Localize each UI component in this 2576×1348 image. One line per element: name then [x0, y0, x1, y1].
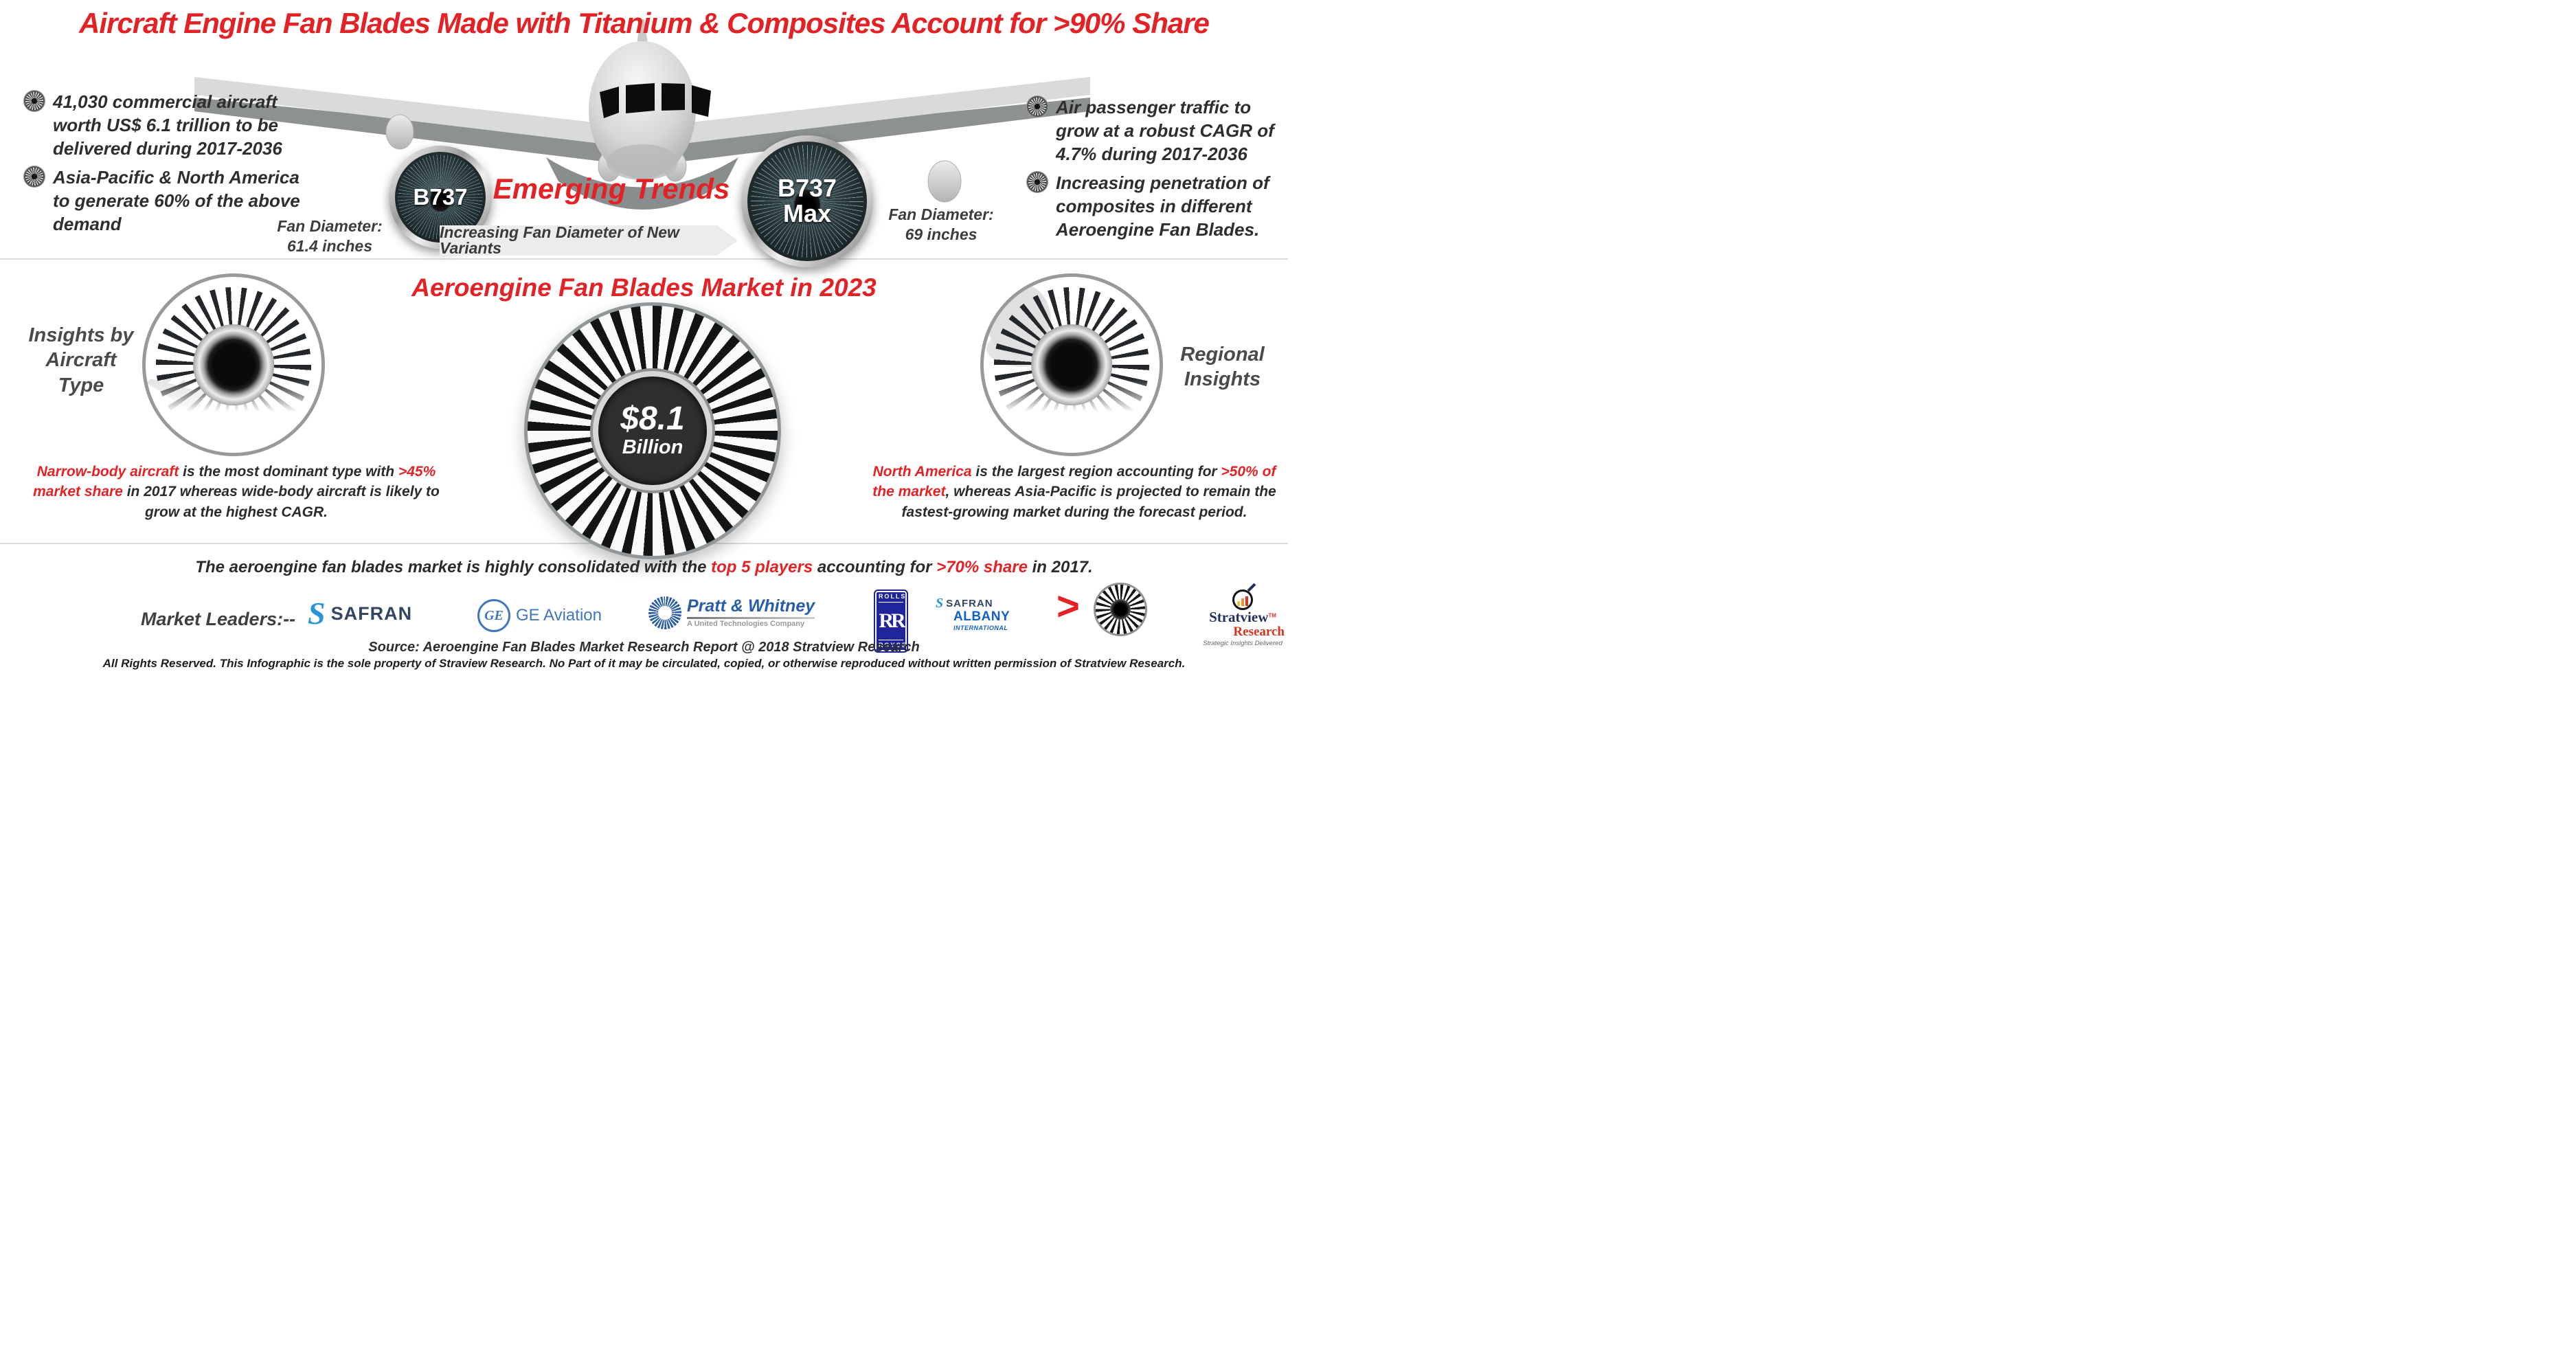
research-wordmark: Research — [1233, 625, 1285, 639]
logo-rolls-royce: ROLLS RR ROYCE — [874, 589, 908, 653]
trademark-symbol: TM — [1268, 612, 1276, 619]
aircraft-type-circle: ✈ — [142, 273, 325, 456]
fan-bullet-icon — [24, 166, 45, 187]
safran-s-icon: S — [936, 596, 944, 611]
engine-badge-b737-max: B737 Max — [741, 135, 873, 267]
fan-bullet-icon — [1027, 96, 1048, 117]
market-value: $8.1 — [620, 400, 685, 437]
fan-diameter-b737-max: Fan Diameter: 69 inches — [888, 205, 994, 244]
engine-name: B737 — [413, 184, 468, 210]
stratview-logo: StratviewTM Research Strategic Insights … — [1201, 589, 1285, 648]
market-value-unit: Billion — [622, 436, 683, 458]
fan-photo-icon — [1094, 583, 1147, 636]
logo-pratt-whitney: Pratt & Whitney A United Technologies Co… — [648, 596, 815, 629]
ge-aviation-wordmark: GE Aviation — [516, 606, 602, 625]
regional-circle — [980, 273, 1163, 456]
source-line: Source: Aeroengine Fan Blades Market Res… — [368, 640, 920, 655]
pratt-whitney-subtext: A United Technologies Company — [687, 620, 805, 628]
fan-hub — [1031, 324, 1112, 405]
regional-heading: Regional Insights — [1180, 344, 1265, 391]
greater-than-mark: > — [1057, 584, 1080, 629]
bullet-text: Asia-Pacific & North America to generate… — [53, 167, 300, 234]
consolidation-statement: The aeroengine fan blades market is high… — [195, 558, 1093, 576]
royce-label: ROYCE — [878, 640, 906, 649]
section-divider — [0, 258, 1288, 260]
market-value-fan: $8.1 Billion — [524, 302, 781, 559]
infographic-canvas: Aircraft Engine Fan Blades Made with Tit… — [0, 0, 1288, 674]
rolls-label: ROLLS — [878, 594, 905, 603]
ge-monogram-icon: GE — [477, 599, 510, 632]
key-fact-item: Air passenger traffic to grow at a robus… — [1027, 96, 1288, 166]
stratview-wordmark: Stratview — [1209, 609, 1269, 625]
market-value-hub: $8.1 Billion — [593, 371, 712, 491]
magnifier-chart-icon — [1232, 589, 1253, 610]
bullet-text: Increasing penetration of composites in … — [1056, 172, 1269, 240]
safran-wordmark: SAFRAN — [330, 603, 413, 624]
logo-safran: S SAFRAN — [308, 598, 412, 629]
regional-note: North America is the largest region acco… — [872, 464, 1276, 520]
stratview-tagline: Strategic Insights Delivered — [1203, 639, 1283, 647]
engine-name: B737 Max — [777, 174, 837, 227]
rr-monogram-icon: RR — [879, 609, 905, 632]
key-fact-item: Asia-Pacific & North America to generate… — [24, 166, 313, 236]
page-title: Aircraft Engine Fan Blades Made with Tit… — [79, 7, 1210, 39]
aircraft-type-heading: Insights by Aircraft Type — [28, 324, 134, 396]
albany-wordmark: ALBANY — [953, 609, 1010, 624]
market-leaders-label: Market Leaders:-- — [141, 609, 296, 629]
fan-hub — [1110, 599, 1131, 620]
pratt-whitney-rule — [687, 617, 815, 619]
key-fact-item: Increasing penetration of composites in … — [1027, 172, 1288, 241]
bullet-text: 41,030 commercial aircraft worth US$ 6.1… — [53, 91, 282, 159]
safran-s-icon: S — [308, 596, 326, 631]
market-2023-title: Aeroengine Fan Blades Market in 2023 — [411, 273, 877, 302]
emerging-trends-title: Emerging Trends — [493, 172, 730, 205]
engine-hub — [430, 188, 451, 212]
safran-wordmark: SAFRAN — [946, 597, 993, 609]
engine-face: B737 Max — [747, 142, 867, 261]
logo-ge-aviation: GE GE Aviation — [477, 599, 602, 632]
fan-hub — [193, 324, 274, 405]
fan-diameter-trend-banner: Increasing Fan Diameter of New Variants — [440, 225, 738, 256]
copyright-line: All Rights Reserved. This Infographic is… — [102, 657, 1186, 670]
albany-international-label: INTERNATIONAL — [953, 624, 1008, 631]
pratt-whitney-wordmark: Pratt & Whitney — [687, 596, 815, 616]
fan-bullet-icon — [24, 91, 45, 111]
bullet-text: Air passenger traffic to grow at a robus… — [1056, 97, 1274, 164]
key-fact-item: 41,030 commercial aircraft worth US$ 6.1… — [24, 91, 313, 160]
engine-hub — [793, 189, 821, 221]
fan-bullet-icon — [1027, 172, 1048, 192]
fan-diameter-b737: Fan Diameter: 61.4 inches — [277, 217, 383, 256]
airplane-front-illustration — [194, 19, 1090, 210]
pratt-whitney-eagle-icon — [648, 596, 681, 629]
logo-safran-albany: S SAFRAN ALBANY INTERNATIONAL — [936, 596, 1010, 632]
aircraft-type-note: Narrow-body aircraft is the most dominan… — [33, 464, 440, 520]
